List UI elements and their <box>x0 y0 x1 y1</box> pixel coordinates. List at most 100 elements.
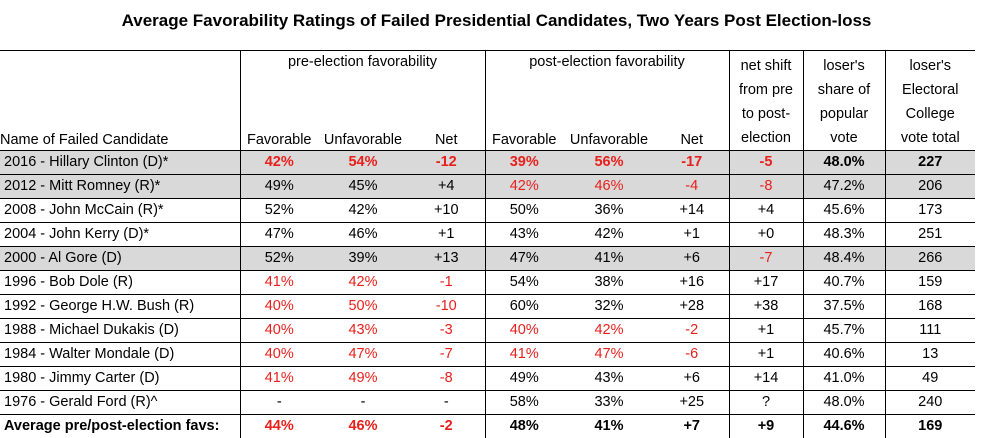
candidate-name: 1980 - Jimmy Carter (D) <box>0 367 240 391</box>
pre-net-cell: -1 <box>408 271 485 295</box>
pre-favorable-cell: 52% <box>240 247 318 271</box>
table-title: Average Favorability Ratings of Failed P… <box>0 10 993 32</box>
pre-favorable-cell: 42% <box>240 151 318 175</box>
avg-pre-net-cell: -2 <box>408 415 485 438</box>
pre-net-cell: +10 <box>408 199 485 223</box>
candidate-name: 2016 - Hillary Clinton (D)* <box>0 151 240 175</box>
net-shift-header-line: from pre <box>730 78 803 102</box>
net-shift-cell: +1 <box>729 343 803 367</box>
electoral-vote-header-line: loser's <box>886 54 976 78</box>
pre-unfavorable-cell: 47% <box>318 343 408 367</box>
post-favorable-cell: 58% <box>485 391 563 415</box>
post-favorable-cell: 42% <box>485 175 563 199</box>
net-shift-header-line: election <box>730 126 803 150</box>
candidate-name: 1996 - Bob Dole (R) <box>0 271 240 295</box>
pre-unfavorable-cell: 54% <box>318 151 408 175</box>
table-row: 2000 - Al Gore (D) 52% 39% +13 47% 41% +… <box>0 247 975 271</box>
popular-vote-header-line: vote <box>804 126 885 150</box>
post-unfavorable-cell: 33% <box>563 391 655 415</box>
post-unfavorable-cell: 32% <box>563 295 655 319</box>
popular-vote-header-line: loser's <box>804 54 885 78</box>
popular-vote-cell: 47.2% <box>803 175 885 199</box>
pre-net-cell: - <box>408 391 485 415</box>
post-net-header: Net <box>655 77 729 151</box>
avg-post-net-cell: +7 <box>655 415 729 438</box>
candidate-name: 2004 - John Kerry (D)* <box>0 223 240 247</box>
table-row: 1976 - Gerald Ford (R)^ - - - 58% 33% +2… <box>0 391 975 415</box>
electoral-vote-cell: 251 <box>885 223 975 247</box>
pre-net-cell: -3 <box>408 319 485 343</box>
post-net-cell: +25 <box>655 391 729 415</box>
post-net-cell: +28 <box>655 295 729 319</box>
pre-election-group-header: pre-election favorability <box>240 51 485 77</box>
pre-favorable-cell: 41% <box>240 367 318 391</box>
pre-unfavorable-cell: 42% <box>318 199 408 223</box>
pre-favorable-cell: 40% <box>240 343 318 367</box>
candidate-name: 2008 - John McCain (R)* <box>0 199 240 223</box>
pre-unfavorable-cell: 46% <box>318 223 408 247</box>
avg-net-shift-cell: +9 <box>729 415 803 438</box>
post-favorable-cell: 54% <box>485 271 563 295</box>
popular-vote-cell: 45.6% <box>803 199 885 223</box>
average-label: Average pre/post-election favs: <box>0 415 240 438</box>
avg-pre-unfavorable-cell: 46% <box>318 415 408 438</box>
name-header-top <box>0 51 240 77</box>
electoral-vote-cell: 49 <box>885 367 975 391</box>
net-shift-cell: -8 <box>729 175 803 199</box>
electoral-vote-header-line: vote total <box>886 126 976 150</box>
net-shift-cell: ? <box>729 391 803 415</box>
electoral-vote-cell: 159 <box>885 271 975 295</box>
post-unfavorable-cell: 38% <box>563 271 655 295</box>
avg-post-favorable-cell: 48% <box>485 415 563 438</box>
table-row: 1996 - Bob Dole (R) 41% 42% -1 54% 38% +… <box>0 271 975 295</box>
pre-unfavorable-cell: 50% <box>318 295 408 319</box>
pre-unfavorable-cell: 39% <box>318 247 408 271</box>
pre-unfavorable-header: Unfavorable <box>318 77 408 151</box>
popular-vote-cell: 40.7% <box>803 271 885 295</box>
electoral-vote-cell: 266 <box>885 247 975 271</box>
popular-vote-cell: 41.0% <box>803 367 885 391</box>
net-shift-cell: -7 <box>729 247 803 271</box>
avg-pre-favorable-cell: 44% <box>240 415 318 438</box>
electoral-vote-header: loser's Electoral College vote total <box>885 51 975 151</box>
post-favorable-cell: 49% <box>485 367 563 391</box>
popular-vote-cell: 45.7% <box>803 319 885 343</box>
popular-vote-header-line: share of <box>804 78 885 102</box>
post-unfavorable-cell: 43% <box>563 367 655 391</box>
post-net-cell: +16 <box>655 271 729 295</box>
popular-vote-cell: 48.4% <box>803 247 885 271</box>
pre-net-cell: +13 <box>408 247 485 271</box>
net-shift-cell: -5 <box>729 151 803 175</box>
post-favorable-cell: 39% <box>485 151 563 175</box>
table-row: 1988 - Michael Dukakis (D) 40% 43% -3 40… <box>0 319 975 343</box>
net-shift-cell: +38 <box>729 295 803 319</box>
post-favorable-cell: 47% <box>485 247 563 271</box>
pre-favorable-cell: 41% <box>240 271 318 295</box>
electoral-vote-cell: 13 <box>885 343 975 367</box>
pre-unfavorable-cell: - <box>318 391 408 415</box>
post-unfavorable-cell: 56% <box>563 151 655 175</box>
net-shift-cell: +17 <box>729 271 803 295</box>
popular-vote-header: loser's share of popular vote <box>803 51 885 151</box>
table-row: 2016 - Hillary Clinton (D)* 42% 54% -12 … <box>0 151 975 175</box>
avg-post-unfavorable-cell: 41% <box>563 415 655 438</box>
post-favorable-cell: 43% <box>485 223 563 247</box>
net-shift-header-line: net shift <box>730 54 803 78</box>
popular-vote-cell: 37.5% <box>803 295 885 319</box>
candidate-name: 1992 - George H.W. Bush (R) <box>0 295 240 319</box>
post-unfavorable-cell: 42% <box>563 319 655 343</box>
electoral-vote-cell: 168 <box>885 295 975 319</box>
candidate-name: 1984 - Walter Mondale (D) <box>0 343 240 367</box>
pre-favorable-cell: 52% <box>240 199 318 223</box>
net-shift-header-line: to post- <box>730 102 803 126</box>
popular-vote-cell: 48.0% <box>803 391 885 415</box>
table-row: 1984 - Walter Mondale (D) 40% 47% -7 41%… <box>0 343 975 367</box>
pre-net-cell: -10 <box>408 295 485 319</box>
pre-unfavorable-cell: 43% <box>318 319 408 343</box>
avg-popular-vote-cell: 44.6% <box>803 415 885 438</box>
post-favorable-cell: 41% <box>485 343 563 367</box>
post-net-cell: -6 <box>655 343 729 367</box>
post-unfavorable-cell: 41% <box>563 247 655 271</box>
pre-net-cell: +1 <box>408 223 485 247</box>
post-net-cell: +6 <box>655 367 729 391</box>
